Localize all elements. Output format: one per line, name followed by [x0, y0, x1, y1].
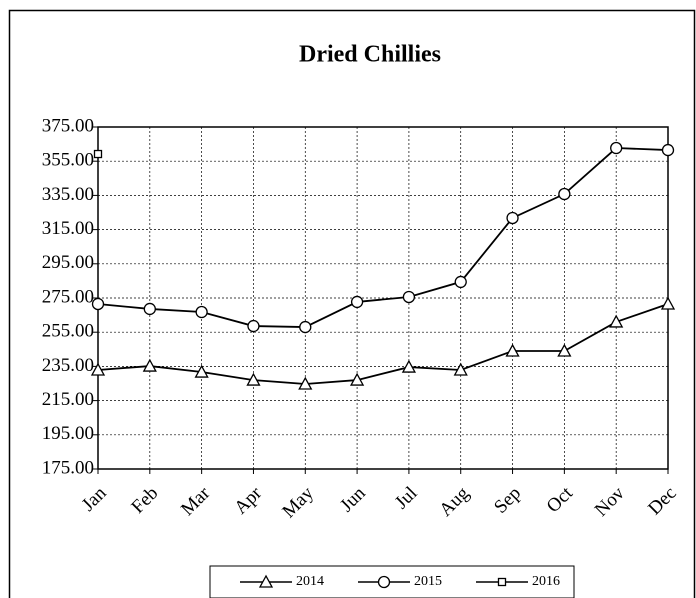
data-point [660, 296, 676, 310]
y-tick-label: 315.00 [42, 218, 94, 239]
data-point [454, 275, 467, 289]
data-point [661, 143, 675, 157]
data-point [453, 362, 468, 376]
y-tick-label: 275.00 [42, 286, 94, 307]
data-point [505, 343, 520, 357]
data-point [194, 364, 209, 378]
data-point [401, 359, 417, 373]
data-point [350, 295, 364, 309]
y-tick-label: 235.00 [42, 355, 94, 376]
data-point [246, 372, 261, 386]
series-line [97, 147, 669, 328]
y-tick-label: 295.00 [42, 252, 94, 273]
y-tick-label: 375.00 [42, 115, 94, 136]
data-point [349, 372, 365, 386]
data-point [91, 297, 105, 311]
data-point [299, 320, 312, 334]
y-tick-label: 335.00 [42, 184, 94, 205]
data-point [195, 305, 208, 319]
data-point [609, 314, 624, 328]
y-tick-label: 255.00 [42, 321, 94, 342]
data-point [93, 149, 103, 159]
data-point [610, 141, 623, 155]
legend-marker [377, 575, 391, 589]
legend-label: 2016 [532, 574, 560, 589]
chart-title: Dried Chillies [299, 42, 441, 68]
data-point [90, 362, 106, 376]
series-line [97, 303, 669, 385]
legend-label: 2014 [296, 574, 324, 589]
data-point [402, 290, 416, 304]
y-tick-label: 215.00 [42, 389, 94, 410]
legend-label: 2015 [414, 574, 442, 589]
y-tick-label: 195.00 [42, 423, 94, 444]
data-point [506, 211, 519, 225]
legend-marker [258, 574, 274, 588]
y-tick-label: 355.00 [42, 150, 94, 171]
legend-marker [497, 577, 507, 587]
data-point [557, 343, 572, 357]
data-point [558, 187, 571, 201]
y-tick-label: 175.00 [42, 457, 94, 478]
data-point [298, 376, 313, 390]
data-point [247, 319, 260, 333]
data-point [142, 358, 157, 372]
data-point [143, 302, 156, 316]
